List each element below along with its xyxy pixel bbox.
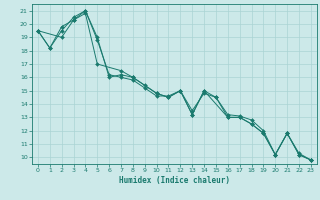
X-axis label: Humidex (Indice chaleur): Humidex (Indice chaleur) — [119, 176, 230, 185]
